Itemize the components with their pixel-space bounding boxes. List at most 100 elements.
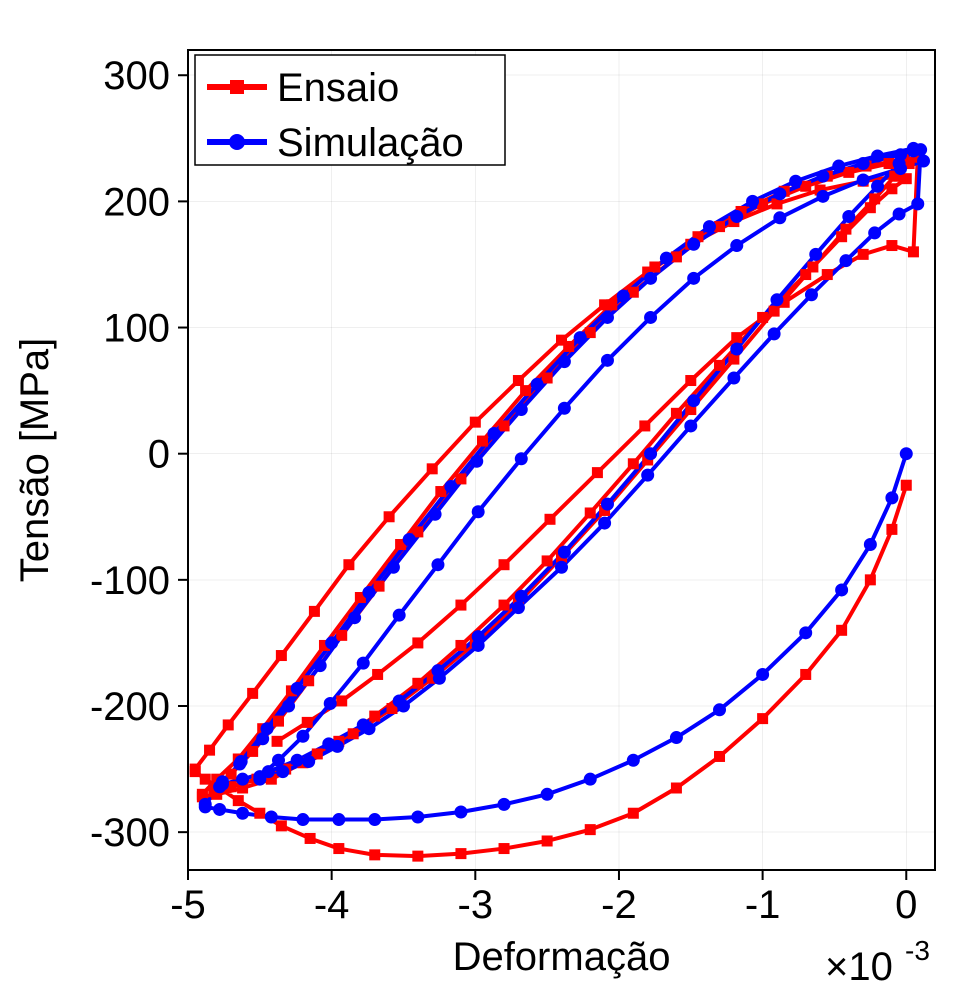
marker-square [901, 480, 911, 490]
marker-circle [790, 175, 802, 187]
marker-square [671, 252, 681, 262]
marker-circle [488, 428, 500, 440]
marker-square [370, 850, 380, 860]
marker-square [841, 224, 851, 234]
marker-square [305, 833, 315, 843]
marker-square [413, 638, 423, 648]
marker-square [312, 749, 322, 759]
marker-circle [574, 332, 586, 344]
marker-circle [303, 756, 315, 768]
marker-circle [660, 252, 672, 264]
marker-circle [599, 517, 611, 529]
marker-circle [642, 469, 654, 481]
marker-square [545, 514, 555, 524]
marker-square [456, 600, 466, 610]
marker-square [858, 249, 868, 259]
marker-circle [912, 198, 924, 210]
marker-circle [432, 559, 444, 571]
marker-circle [558, 402, 570, 414]
y-tick-label: 100 [103, 307, 170, 351]
y-tick-labels: -300-200-1000100200300 [90, 54, 170, 855]
marker-circle [357, 657, 369, 669]
marker-square [255, 808, 265, 818]
marker-circle [768, 328, 780, 340]
marker-circle [291, 682, 303, 694]
marker-square [337, 630, 347, 640]
marker-square [521, 386, 531, 396]
marker-square [233, 796, 243, 806]
marker-circle [900, 448, 912, 460]
marker-square [769, 306, 779, 316]
marker-circle [645, 448, 657, 460]
marker-square [274, 716, 284, 726]
legend-label: Ensaio [277, 66, 399, 110]
marker-square [542, 836, 552, 846]
marker-square [671, 783, 681, 793]
y-tick-label: -300 [90, 811, 170, 855]
marker-circle [237, 807, 249, 819]
legend-label: Simulação [277, 121, 464, 165]
marker-circle [558, 546, 570, 558]
x-tick-label: -5 [170, 883, 206, 927]
marker-circle [869, 227, 881, 239]
marker-circle [645, 272, 657, 284]
marker-square [628, 287, 638, 297]
marker-square [585, 825, 595, 835]
marker-circle [688, 395, 700, 407]
marker-square [865, 575, 875, 585]
marker-square [344, 560, 354, 570]
marker-circle [397, 700, 409, 712]
marker-circle [915, 144, 927, 156]
marker-circle [774, 188, 786, 200]
marker-square [413, 678, 423, 688]
marker-square [801, 181, 811, 191]
marker-square [542, 556, 552, 566]
y-tick-label: 300 [103, 54, 170, 98]
marker-square [822, 270, 832, 280]
y-axis-label: Tensão [MPa] [13, 338, 57, 583]
marker-square [887, 184, 897, 194]
marker-circle [403, 533, 415, 545]
marker-circle [833, 160, 845, 172]
marker-circle [817, 170, 829, 182]
marker-square [808, 262, 818, 272]
marker-square [413, 851, 423, 861]
marker-circle [728, 372, 740, 384]
marker-square [436, 487, 446, 497]
marker-square [337, 696, 347, 706]
marker-circle [324, 697, 336, 709]
marker-circle [817, 190, 829, 202]
marker-square [370, 711, 380, 721]
marker-circle [433, 672, 445, 684]
marker-square [334, 844, 344, 854]
marker-square [901, 174, 911, 184]
marker-square [413, 527, 423, 537]
marker-circle [645, 311, 657, 323]
marker-circle [886, 492, 898, 504]
marker-square [309, 606, 319, 616]
marker-circle [840, 255, 852, 267]
marker-square [276, 651, 286, 661]
x-tick-label: 0 [895, 883, 917, 927]
marker-circle [512, 602, 524, 614]
legend-marker-circle [229, 134, 245, 150]
marker-square [197, 789, 207, 799]
marker-square [302, 717, 312, 727]
marker-square [373, 669, 383, 679]
marker-circle [297, 730, 309, 742]
marker-square [226, 769, 236, 779]
marker-circle [731, 211, 743, 223]
marker-circle [805, 289, 817, 301]
marker-square [715, 222, 725, 232]
marker-circle [800, 627, 812, 639]
marker-circle [265, 811, 277, 823]
marker-circle [531, 378, 543, 390]
marker-circle [895, 149, 907, 161]
marker-circle [277, 766, 289, 778]
marker-square [870, 194, 880, 204]
marker-square [585, 508, 595, 518]
marker-square [427, 464, 437, 474]
marker-square [200, 774, 210, 784]
marker-square [223, 720, 233, 730]
marker-circle [393, 609, 405, 621]
